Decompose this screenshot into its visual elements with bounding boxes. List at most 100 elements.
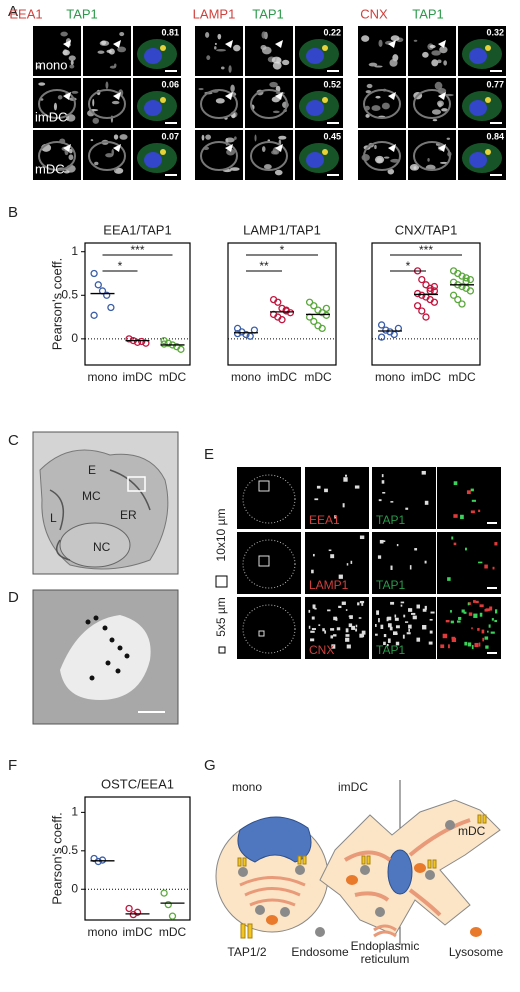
image-texture xyxy=(333,634,337,637)
image-texture xyxy=(469,152,487,168)
data-point xyxy=(278,316,286,324)
image-texture xyxy=(484,636,489,640)
image-texture xyxy=(119,32,125,37)
image-texture xyxy=(485,645,489,649)
data-point xyxy=(125,335,133,343)
image-texture xyxy=(394,617,399,621)
significance-label: * xyxy=(118,259,123,273)
image-texture xyxy=(101,40,107,46)
image-texture xyxy=(378,39,383,48)
image-texture xyxy=(396,543,399,547)
chart-title: EEA1/TAP1 xyxy=(103,222,171,237)
data-point xyxy=(242,330,250,339)
image-texture xyxy=(376,610,380,615)
image-texture xyxy=(492,566,495,570)
image-texture xyxy=(465,547,467,551)
significance-label: *** xyxy=(130,243,144,257)
image-texture xyxy=(318,624,321,626)
row-label: imDC xyxy=(35,109,68,124)
image-texture xyxy=(322,628,325,632)
panel-label: E xyxy=(204,446,214,463)
image-texture xyxy=(374,65,383,68)
image-texture xyxy=(105,153,114,158)
image-texture xyxy=(424,560,427,564)
image-texture xyxy=(311,569,314,574)
image-texture xyxy=(430,611,435,614)
data-point xyxy=(133,338,142,346)
schematic: mono imDC mDC TAP1/2 Endosome Endoplasmi… xyxy=(215,780,503,966)
image-texture xyxy=(447,577,451,581)
image-texture xyxy=(381,102,390,110)
data-point xyxy=(168,912,177,920)
image-texture xyxy=(453,514,458,518)
image-texture xyxy=(324,630,327,634)
image-texture xyxy=(348,623,353,628)
image-texture xyxy=(413,39,418,42)
chart-title: LAMP1/TAP1 xyxy=(243,222,321,237)
image-texture xyxy=(478,642,481,647)
image-texture xyxy=(215,98,225,104)
image-texture xyxy=(278,135,287,140)
image-texture xyxy=(71,90,79,94)
image-texture xyxy=(470,488,474,492)
data-point xyxy=(177,345,185,353)
image-texture xyxy=(97,50,105,54)
image-texture xyxy=(491,618,494,621)
arrowhead xyxy=(113,92,121,100)
image-texture xyxy=(485,149,491,155)
stain-label: EEA1 xyxy=(9,6,42,21)
image-texture xyxy=(363,89,401,119)
cell-outline xyxy=(242,604,296,654)
image-texture xyxy=(88,89,126,119)
data-point xyxy=(418,291,426,299)
image-texture xyxy=(365,90,372,94)
arrowhead xyxy=(275,92,283,100)
image-texture xyxy=(390,35,400,42)
image-texture xyxy=(274,169,283,176)
image-texture xyxy=(467,602,471,606)
image-texture xyxy=(306,152,324,168)
image-texture xyxy=(70,60,74,66)
data-point xyxy=(458,272,466,280)
data-point xyxy=(413,302,422,310)
image-texture xyxy=(451,536,454,540)
data-point xyxy=(318,324,326,333)
image-texture xyxy=(160,45,166,51)
data-point xyxy=(382,326,390,334)
data-point xyxy=(164,900,172,909)
image-texture xyxy=(69,64,75,69)
image-texture xyxy=(338,574,343,579)
em-label: NC xyxy=(93,540,111,554)
stain-label: TAP1 xyxy=(376,643,405,657)
cell-outline xyxy=(242,474,296,524)
data-point xyxy=(133,908,142,916)
tap-icons xyxy=(237,814,487,869)
image-texture xyxy=(409,565,412,570)
image-texture xyxy=(422,51,429,58)
image-texture xyxy=(471,645,474,650)
image-texture xyxy=(113,134,119,140)
image-texture xyxy=(341,601,346,605)
image-texture xyxy=(431,59,439,67)
data-point xyxy=(233,329,242,338)
chart-title: CNX/TAP1 xyxy=(395,222,458,237)
image-texture xyxy=(382,492,386,494)
image-texture xyxy=(451,636,456,640)
image-texture xyxy=(316,485,321,489)
data-point xyxy=(449,291,458,299)
image-texture xyxy=(390,601,395,605)
image-texture xyxy=(230,84,235,93)
pearson-coefficient: 0.81 xyxy=(161,27,179,37)
x-tick-label: imDC xyxy=(267,370,297,384)
image-texture xyxy=(428,641,433,645)
image-texture xyxy=(144,48,162,64)
arrowhead xyxy=(63,92,71,100)
image-texture xyxy=(473,600,476,603)
y-axis-label: Pearson's coeff. xyxy=(49,812,64,905)
data-point xyxy=(125,904,133,913)
data-point xyxy=(454,295,462,304)
image-texture xyxy=(331,644,336,649)
arrowhead xyxy=(388,144,396,152)
image-texture xyxy=(422,608,427,612)
data-point xyxy=(418,307,426,315)
